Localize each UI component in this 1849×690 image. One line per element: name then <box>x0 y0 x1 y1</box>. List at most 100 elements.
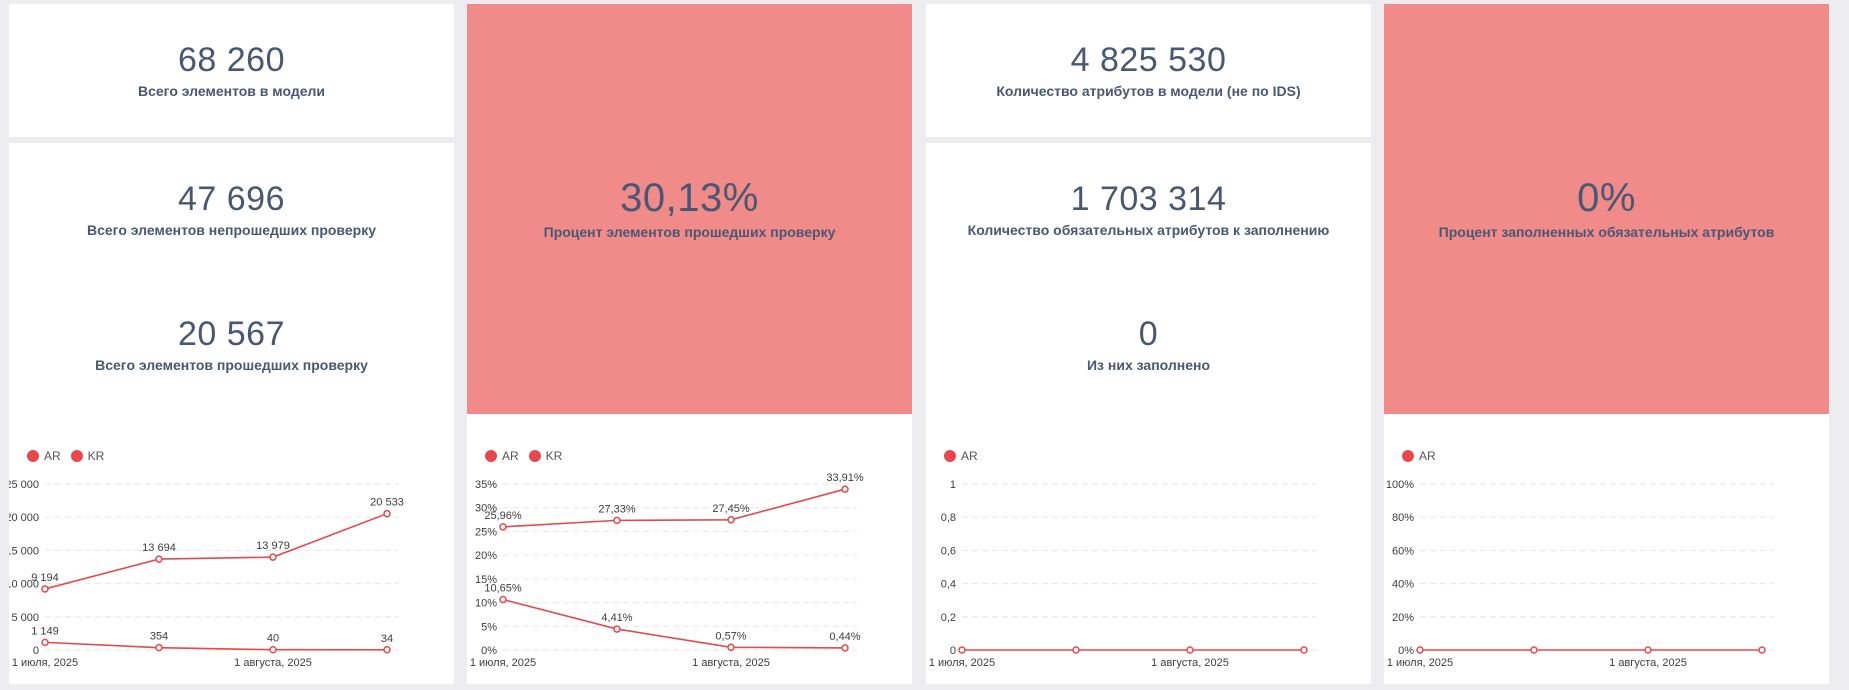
y-tick-label: 25 000 <box>9 479 39 491</box>
line-chart-percent-filled: 0% 20% 40% 60% 80% 100% 1 июля, 2025 1 августа,… <box>1386 479 1774 669</box>
chart-card-percent: AR KR 0% 5% 10% 15% 20% 25% 30% 35% 1 июля, 2025… <box>467 414 912 684</box>
y-tick-label: 0,8 <box>941 512 956 524</box>
card-total-attributes: 4 825 530 Количество атрибутов в модели … <box>926 4 1371 137</box>
chart-card-elements: AR KR 0 5 000 10 000 15 000 20 000 25 000 1 ию… <box>9 414 454 684</box>
data-point <box>1300 646 1308 654</box>
legend-item-ar[interactable]: AR <box>485 449 519 463</box>
data-label: 13 979 <box>256 540 290 552</box>
legend-label: KR <box>545 449 563 463</box>
data-label: 10,65% <box>484 582 522 594</box>
data-label: 33,91% <box>826 472 864 484</box>
data-label: 9 194 <box>31 572 59 584</box>
y-tick-label: 0% <box>481 645 497 657</box>
line-chart-attributes: 0 0,2 0,4 0,6 0,8 1 1 июля, 2025 1 августа, 202… <box>929 479 1316 669</box>
data-point <box>499 523 507 531</box>
total-elements-value: 68 260 <box>178 40 285 79</box>
x-tick-label: 1 июля, 2025 <box>12 657 78 669</box>
y-tick-label: 0,4 <box>941 579 956 591</box>
total-elements-label: Всего элементов в модели <box>138 82 325 99</box>
y-tick-label: 35% <box>475 479 497 491</box>
y-tick-label: 25% <box>475 526 497 538</box>
y-tick-label: 0% <box>1398 645 1414 657</box>
data-label: 4,41% <box>601 612 632 624</box>
data-point <box>155 643 163 652</box>
data-label: 27,45% <box>712 503 750 515</box>
chart-card-percent-filled: AR 0% 20% 40% 60% 80% 100% 1 июля, 2025 1 авгус… <box>1384 414 1829 684</box>
data-point <box>499 595 507 604</box>
card-percent-passed: 30,13% Процент элементов прошедших прове… <box>467 4 912 414</box>
y-tick-label: 5% <box>481 621 497 633</box>
data-label: 0,57% <box>715 630 746 642</box>
y-tick-label: 1 <box>950 479 956 491</box>
x-tick-label: 1 августа, 2025 <box>234 657 312 669</box>
y-tick-label: 10% <box>475 598 497 610</box>
filled-attributes-label: Из них заполнено <box>1086 357 1210 373</box>
chart-legend: AR <box>1402 449 1436 463</box>
y-tick-label: 100% <box>1386 479 1414 491</box>
x-tick-label: 1 июля, 2025 <box>470 657 536 669</box>
data-point <box>841 485 849 493</box>
data-label: 0,44% <box>829 631 860 643</box>
data-label: 20 533 <box>370 497 404 509</box>
chart-legend: AR <box>944 449 978 463</box>
y-tick-label: 0,6 <box>941 545 956 557</box>
x-tick-label: 1 августа, 2025 <box>1609 657 1687 669</box>
percent-passed-label: Процент элементов прошедших проверку <box>543 224 836 240</box>
legend-item-ar[interactable]: AR <box>944 449 978 463</box>
y-tick-label: 60% <box>1392 545 1414 557</box>
y-tick-label: 10 000 <box>9 579 39 591</box>
y-tick-label: 0 <box>950 645 956 657</box>
failed-elements-label: Всего элементов непрошедших проверку <box>87 221 376 238</box>
data-label: 13 694 <box>142 542 176 554</box>
legend-item-ar[interactable]: AR <box>27 449 61 463</box>
data-point <box>613 625 621 633</box>
data-point <box>1530 646 1538 654</box>
data-label: 27,33% <box>598 503 636 515</box>
card-filled-attributes: 0 Из них заполнено <box>926 276 1371 414</box>
filled-attributes-value: 0 <box>1138 315 1159 353</box>
chart-legend: AR KR <box>27 449 104 463</box>
data-point <box>727 516 735 524</box>
data-point <box>841 644 849 652</box>
data-label: 25,96% <box>484 510 522 522</box>
data-point <box>1072 646 1080 654</box>
series-line <box>44 641 388 651</box>
percent-passed-value: 30,13% <box>620 176 759 220</box>
percent-filled-label: Процент заполненных обязательных атрибут… <box>1438 224 1775 240</box>
data-point <box>1644 646 1652 654</box>
data-label: 40 <box>267 633 279 645</box>
legend-item-kr[interactable]: KR <box>70 449 105 463</box>
card-passed-elements: 20 567 Всего элементов прошедших проверк… <box>9 276 454 414</box>
y-tick-label: 80% <box>1392 512 1414 524</box>
required-attributes-value: 1 703 314 <box>1070 179 1227 218</box>
passed-elements-label: Всего элементов прошедших проверку <box>95 357 368 373</box>
y-tick-label: 20% <box>1392 612 1414 624</box>
data-point <box>1186 646 1194 654</box>
data-point <box>958 646 966 654</box>
chart-card-attributes: AR 0 0,2 0,4 0,6 0,8 1 1 июля, 2025 1 августа, … <box>926 414 1371 684</box>
data-point <box>1416 646 1424 654</box>
legend-label: AR <box>502 449 519 463</box>
data-point <box>383 646 391 654</box>
y-tick-label: 0 <box>33 645 39 657</box>
line-chart-percent: 0% 5% 10% 15% 20% 25% 30% 35% 1 июля, 2025 1 авгу… <box>470 472 864 669</box>
legend-label: AR <box>1419 449 1436 463</box>
data-point <box>269 645 277 654</box>
legend-dot <box>528 450 541 462</box>
x-tick-label: 1 августа, 2025 <box>1151 657 1229 669</box>
legend-item-ar[interactable]: AR <box>1402 449 1436 463</box>
legend-label: KR <box>87 449 105 463</box>
passed-elements-value: 20 567 <box>178 315 285 353</box>
card-required-attributes: 1 703 314 Количество обязательных атрибу… <box>926 143 1371 276</box>
data-point <box>269 553 277 561</box>
legend-item-kr[interactable]: KR <box>528 449 563 463</box>
y-tick-label: 5 000 <box>11 612 39 624</box>
card-failed-elements: 47 696 Всего элементов непрошедших прове… <box>9 143 454 276</box>
data-point <box>383 509 391 518</box>
y-tick-label: 15% <box>475 574 497 586</box>
legend-label: AR <box>44 449 61 463</box>
legend-dot <box>485 450 497 462</box>
required-attributes-label: Количество обязательных атрибутов к запо… <box>967 221 1330 238</box>
data-label: 34 <box>381 633 393 645</box>
legend-label: AR <box>961 449 978 463</box>
